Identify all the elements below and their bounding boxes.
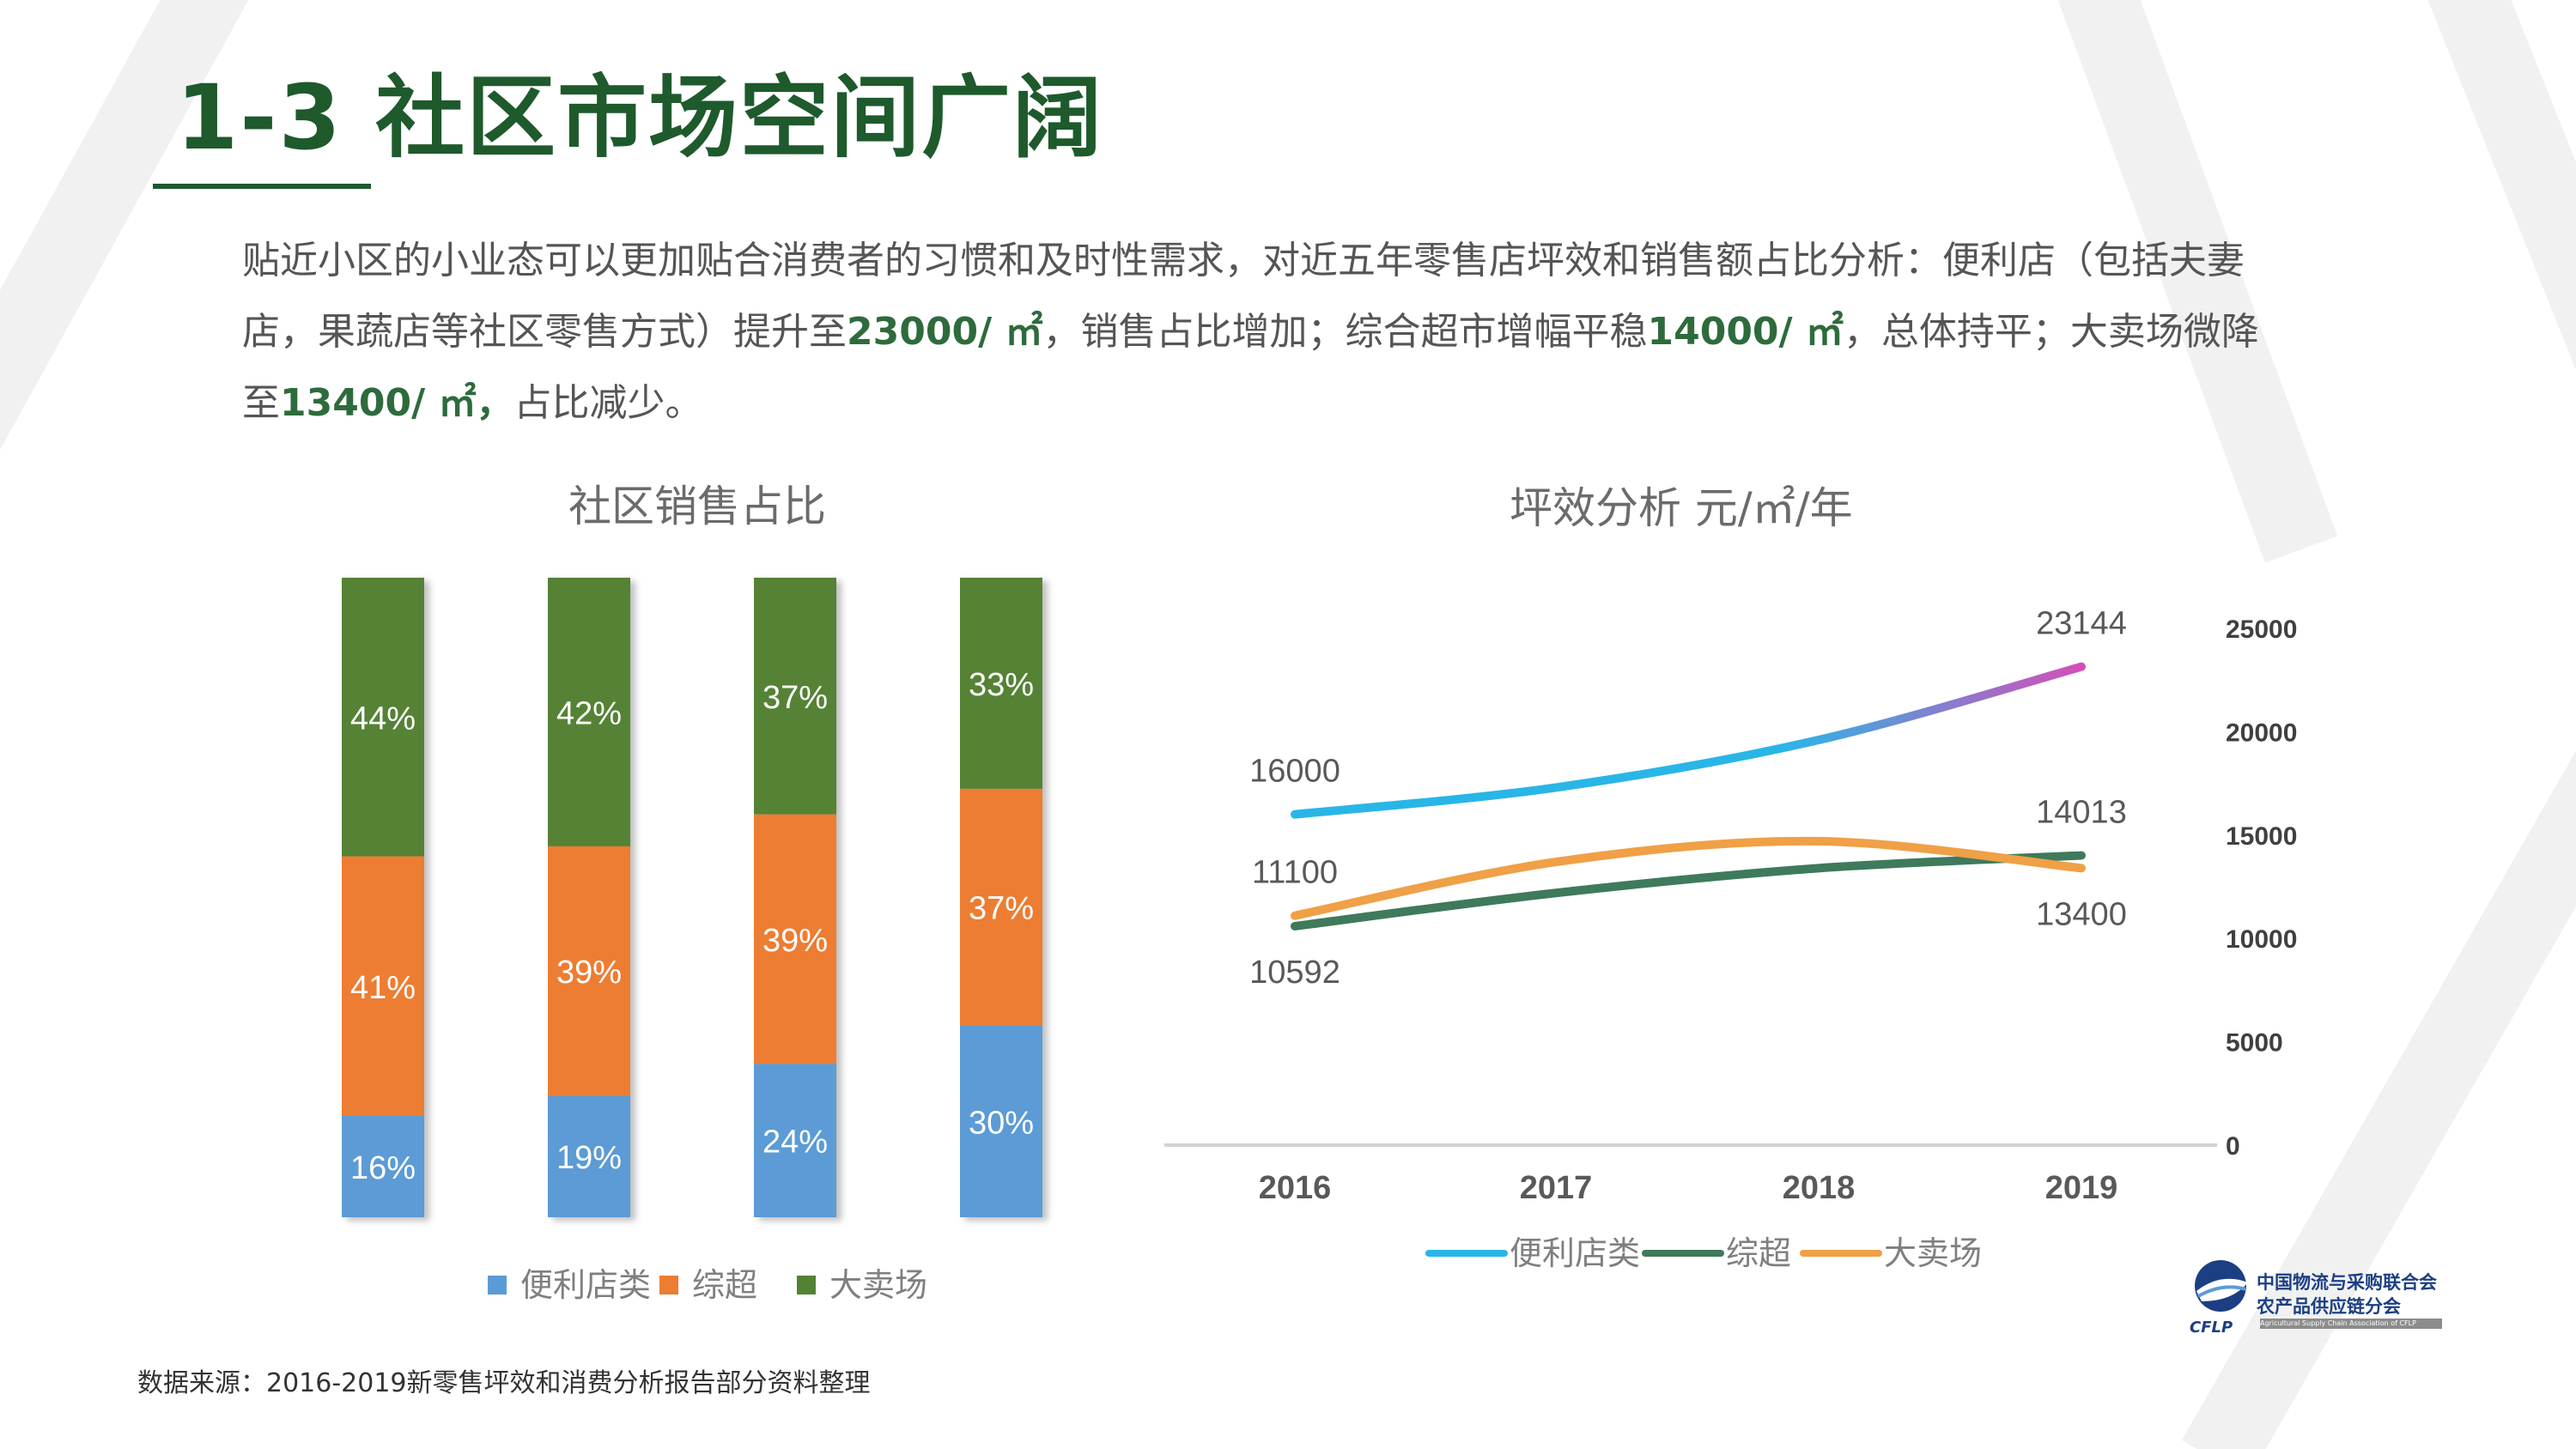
intro-text-3: ，总体持平；大卖场微降至 <box>242 310 2259 425</box>
legend-swatch <box>488 1276 507 1294</box>
stacked-bar-2016 <box>342 578 424 1217</box>
cflp-logo: 中国物流与采购联合会 农产品供应链分会 CFLP Agricultural Su… <box>2188 1255 2445 1341</box>
globe-icon <box>2195 1260 2248 1312</box>
logo-line-2: 农产品供应链分会 <box>2257 1296 2401 1317</box>
logo-subtitle: Agricultural Supply Chain Association of… <box>2260 1319 2442 1329</box>
line-data-label: 13400 <box>2036 896 2127 932</box>
line-series <box>1291 662 2086 819</box>
bar-segment <box>548 846 630 1096</box>
y-tick-label: 15000 <box>2226 822 2297 851</box>
line-data-label: 23144 <box>2036 606 2127 642</box>
line-data-label: 10592 <box>1249 955 1340 991</box>
bar-data-label: 42% <box>556 695 622 731</box>
intro-text-2: ，销售占比增加；综合超市增幅平稳 <box>1042 310 1648 354</box>
legend-swatch <box>659 1276 678 1294</box>
legend-label: 便利店类 <box>1510 1234 1640 1272</box>
bar-data-label: 37% <box>762 680 828 716</box>
stacked-bar-2018 <box>754 578 836 1217</box>
x-tick-label: 2019 <box>2045 1170 2118 1206</box>
line-data-label: 16000 <box>1249 754 1340 790</box>
intro-paragraph: 贴近小区的小业态可以更加贴合消费者的习惯和及时性需求，对近五年零售店坪效和销售额… <box>242 225 2294 439</box>
page-title: 1-3 社区市场空间广阔 <box>176 65 1104 170</box>
y-tick-label: 25000 <box>2226 615 2297 644</box>
y-tick-label: 0 <box>2226 1132 2240 1161</box>
logo-line-1: 中国物流与采购联合会 <box>2257 1272 2437 1293</box>
legend-label: 大卖场 <box>1884 1234 1982 1272</box>
intro-highlight-supermarket: 14000/ ㎡ <box>1647 310 1844 354</box>
intro-text-4: 占比减少。 <box>513 381 703 425</box>
y-tick-label: 10000 <box>2226 925 2297 954</box>
intro-highlight-convenience: 23000/ ㎡ <box>847 310 1043 354</box>
bar-segment <box>342 578 424 857</box>
bar-segment <box>960 578 1042 789</box>
bar-chart-title: 社区销售占比 <box>568 482 826 531</box>
bar-data-label: 16% <box>350 1150 416 1186</box>
bar-segment <box>960 1025 1042 1217</box>
bar-data-label: 37% <box>969 891 1034 927</box>
line-series <box>1291 836 2086 920</box>
logo-abbr: CFLP <box>2190 1319 2233 1337</box>
data-source-note: 数据来源：2016-2019新零售坪效和消费分析报告部分资料整理 <box>137 1368 871 1398</box>
line-chart-title: 坪效分析 元/㎡/年 <box>1510 483 1853 533</box>
y-tick-label: 20000 <box>2226 718 2297 747</box>
legend-label: 综超 <box>1726 1234 1791 1272</box>
x-tick-label: 2016 <box>1259 1170 1332 1206</box>
bar-data-label: 41% <box>350 970 416 1006</box>
bar-segment <box>960 788 1042 1026</box>
stacked-bar-2019 <box>960 578 1042 1217</box>
bar-data-label: 30% <box>969 1105 1034 1141</box>
x-tick-label: 2017 <box>1520 1170 1593 1206</box>
bar-segment <box>342 1115 424 1217</box>
bar-data-label: 24% <box>762 1125 828 1161</box>
line-data-label: 14013 <box>2036 795 2127 831</box>
bar-segment <box>342 856 424 1116</box>
bar-segment <box>754 814 836 1064</box>
legend-label: 便利店类 <box>520 1266 651 1304</box>
y-tick-label: 5000 <box>2226 1029 2283 1058</box>
intro-text-1: 贴近小区的小业态可以更加贴合消费者的习惯和及时性需求，对近五年零售店坪效和销售额… <box>242 239 2245 354</box>
legend-label: 大卖场 <box>829 1266 927 1304</box>
line-series <box>1291 851 2086 931</box>
bar-data-label: 44% <box>350 700 416 737</box>
bar-data-label: 19% <box>556 1140 622 1176</box>
intro-highlight-hypermarket: 13400/ ㎡， <box>280 381 514 425</box>
bar-segment <box>548 1095 630 1217</box>
bar-segment <box>754 1064 836 1217</box>
bar-data-label: 39% <box>762 923 828 959</box>
line-data-label: 11100 <box>1252 855 1338 891</box>
bar-data-label: 39% <box>556 955 622 991</box>
bar-segment <box>548 578 630 846</box>
bar-segment <box>754 578 836 815</box>
bar-data-label: 33% <box>969 667 1034 703</box>
x-tick-label: 2018 <box>1783 1170 1856 1206</box>
title-underline <box>153 184 371 189</box>
stacked-bar-2017 <box>548 578 630 1217</box>
legend-label: 综超 <box>692 1266 757 1304</box>
legend-swatch <box>797 1276 816 1294</box>
